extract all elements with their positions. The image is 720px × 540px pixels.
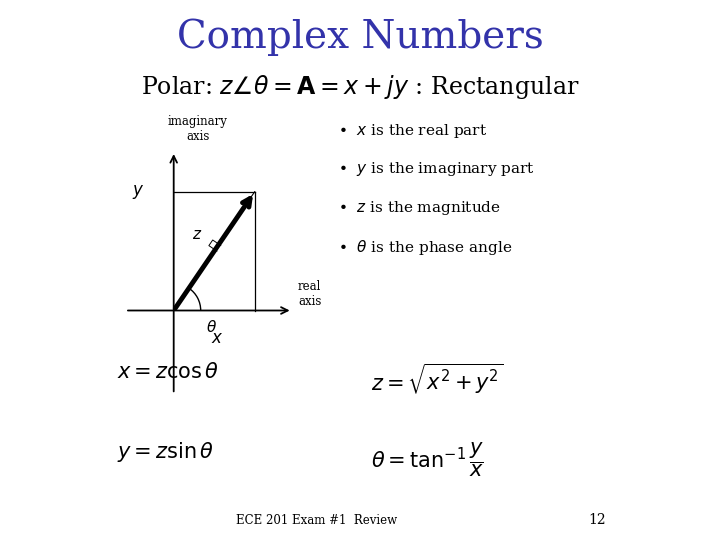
Text: $x$: $x$ xyxy=(211,330,223,347)
Text: •  $z$ is the magnitude: • $z$ is the magnitude xyxy=(338,199,501,217)
Text: 12: 12 xyxy=(588,512,606,526)
Text: •  $x$ is the real part: • $x$ is the real part xyxy=(338,122,487,139)
Text: $z$: $z$ xyxy=(192,228,202,242)
Text: $x = z\cos\theta$: $x = z\cos\theta$ xyxy=(117,362,220,382)
Text: $\theta = \tan^{-1}\dfrac{y}{x}$: $\theta = \tan^{-1}\dfrac{y}{x}$ xyxy=(371,440,484,478)
Text: Polar: $z \angle \theta = \mathbf{A} = x + jy$ : Rectangular: Polar: $z \angle \theta = \mathbf{A} = x… xyxy=(140,73,580,101)
Text: •  $\theta$ is the phase angle: • $\theta$ is the phase angle xyxy=(338,238,513,257)
Text: $y$: $y$ xyxy=(132,183,144,201)
Text: Complex Numbers: Complex Numbers xyxy=(176,19,544,56)
Text: imaginary
axis: imaginary axis xyxy=(168,115,228,143)
Text: $\theta$: $\theta$ xyxy=(206,319,217,335)
Text: $y = z\sin\theta$: $y = z\sin\theta$ xyxy=(117,440,214,464)
Text: real
axis: real axis xyxy=(298,280,321,308)
Text: $z = \sqrt{x^2 + y^2}$: $z = \sqrt{x^2 + y^2}$ xyxy=(371,362,503,396)
Text: •  $y$ is the imaginary part: • $y$ is the imaginary part xyxy=(338,160,535,178)
Text: ECE 201 Exam #1  Review: ECE 201 Exam #1 Review xyxy=(236,514,397,526)
